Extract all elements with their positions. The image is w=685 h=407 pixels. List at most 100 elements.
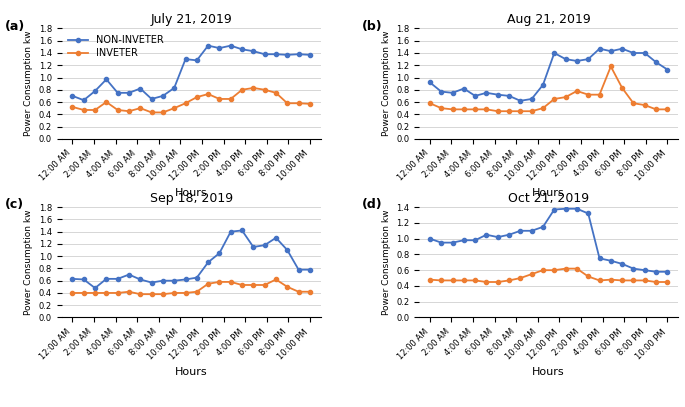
INVETER — [283, 101, 291, 106]
INVETER — [159, 110, 167, 115]
INVETER — [227, 280, 235, 284]
INVETER — [68, 291, 77, 295]
NON-INVETER — [663, 67, 671, 72]
INVETER — [562, 95, 570, 100]
NON-INVETER — [437, 240, 445, 245]
NON-INVETER — [527, 96, 536, 101]
NON-INVETER — [147, 280, 155, 285]
INVETER — [437, 278, 445, 283]
Line: NON-INVETER: NON-INVETER — [428, 207, 669, 274]
INVETER — [260, 282, 269, 287]
NON-INVETER — [136, 277, 145, 282]
NON-INVETER — [584, 211, 593, 216]
NON-INVETER — [437, 89, 445, 94]
INVETER — [306, 289, 314, 294]
NON-INVETER — [573, 206, 581, 211]
NON-INVETER — [102, 77, 110, 82]
NON-INVETER — [182, 57, 190, 61]
NON-INVETER — [260, 243, 269, 247]
NON-INVETER — [295, 52, 303, 57]
INVETER — [102, 100, 110, 105]
INVETER — [79, 107, 88, 112]
NON-INVETER — [249, 245, 258, 249]
INVETER — [215, 96, 223, 101]
NON-INVETER — [562, 57, 570, 61]
INVETER — [249, 282, 258, 287]
NON-INVETER — [607, 49, 615, 54]
NON-INVETER — [584, 57, 593, 61]
NON-INVETER — [494, 92, 502, 97]
INVETER — [595, 92, 603, 97]
INVETER — [516, 109, 525, 114]
NON-INVETER — [238, 47, 246, 52]
NON-INVETER — [539, 83, 547, 88]
INVETER — [192, 95, 201, 100]
Line: INVETER: INVETER — [71, 278, 312, 296]
INVETER — [562, 266, 570, 271]
INVETER — [595, 278, 603, 283]
NON-INVETER — [147, 96, 155, 101]
NON-INVETER — [125, 272, 133, 277]
INVETER — [283, 284, 291, 289]
INVETER — [573, 89, 581, 94]
INVETER — [482, 280, 490, 284]
INVETER — [505, 278, 513, 283]
NON-INVETER — [640, 268, 649, 273]
X-axis label: Hours: Hours — [532, 367, 565, 377]
Title: Aug 21, 2019: Aug 21, 2019 — [507, 13, 590, 26]
INVETER — [215, 280, 223, 284]
NON-INVETER — [136, 86, 145, 91]
INVETER — [182, 101, 190, 106]
INVETER — [260, 88, 269, 92]
Y-axis label: Power Consumption kw: Power Consumption kw — [24, 31, 33, 136]
INVETER — [652, 107, 660, 112]
INVETER — [102, 291, 110, 295]
INVETER — [136, 292, 145, 297]
NON-INVETER — [306, 53, 314, 57]
INVETER — [630, 101, 638, 106]
Line: NON-INVETER: NON-INVETER — [428, 47, 669, 103]
NON-INVETER — [114, 90, 122, 95]
NON-INVETER — [68, 94, 77, 98]
INVETER — [652, 280, 660, 284]
NON-INVETER — [527, 228, 536, 233]
INVETER — [550, 96, 558, 101]
Legend: NON-INVETER, INVETER: NON-INVETER, INVETER — [66, 33, 165, 60]
INVETER — [125, 109, 133, 114]
INVETER — [618, 85, 626, 90]
NON-INVETER — [79, 277, 88, 282]
NON-INVETER — [215, 251, 223, 256]
INVETER — [272, 277, 280, 282]
Text: (c): (c) — [5, 198, 24, 211]
INVETER — [238, 282, 246, 287]
X-axis label: Hours: Hours — [175, 188, 208, 198]
NON-INVETER — [68, 276, 77, 281]
INVETER — [306, 101, 314, 106]
INVETER — [272, 90, 280, 95]
NON-INVETER — [192, 58, 201, 63]
INVETER — [147, 292, 155, 297]
NON-INVETER — [482, 90, 490, 95]
NON-INVETER — [630, 50, 638, 55]
INVETER — [449, 107, 457, 112]
INVETER — [449, 278, 457, 283]
NON-INVETER — [562, 206, 570, 211]
NON-INVETER — [482, 232, 490, 237]
NON-INVETER — [539, 224, 547, 229]
Line: NON-INVETER: NON-INVETER — [71, 44, 312, 102]
X-axis label: Hours: Hours — [532, 188, 565, 198]
NON-INVETER — [260, 52, 269, 57]
NON-INVETER — [663, 269, 671, 274]
INVETER — [505, 109, 513, 114]
NON-INVETER — [159, 278, 167, 283]
Text: (d): (d) — [362, 198, 383, 211]
INVETER — [114, 107, 122, 112]
NON-INVETER — [204, 260, 212, 265]
INVETER — [68, 105, 77, 109]
NON-INVETER — [471, 94, 480, 98]
Line: INVETER: INVETER — [428, 64, 669, 113]
INVETER — [607, 64, 615, 69]
NON-INVETER — [227, 229, 235, 234]
NON-INVETER — [595, 256, 603, 261]
NON-INVETER — [249, 49, 258, 54]
